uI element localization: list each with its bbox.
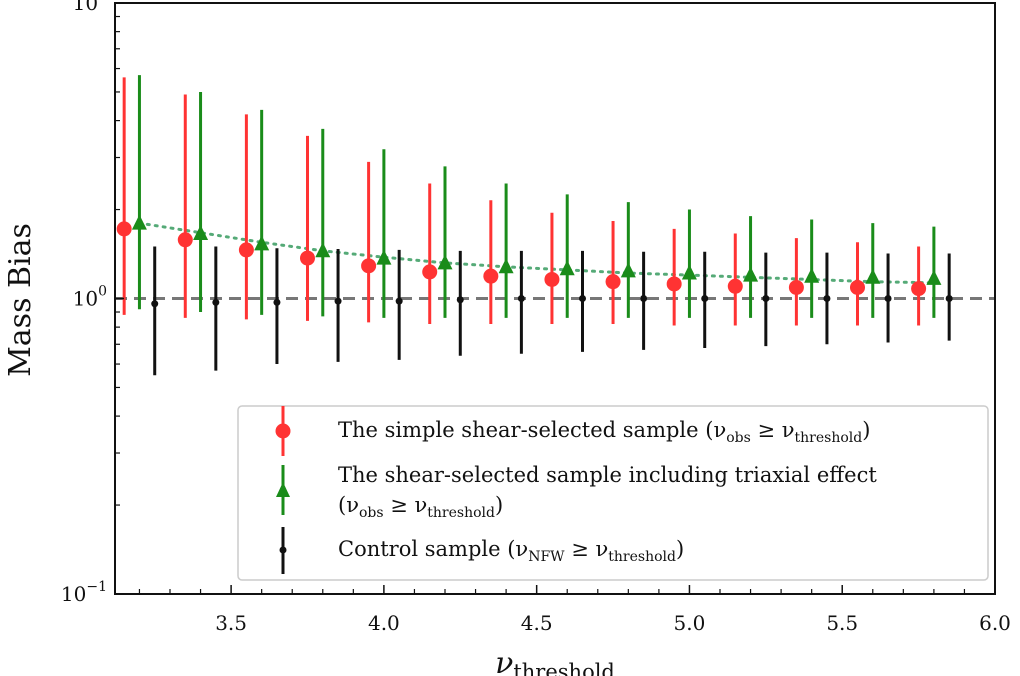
point-simple <box>116 221 132 237</box>
point-triaxial <box>559 260 575 276</box>
point-control <box>456 296 464 304</box>
point-triaxial <box>254 235 270 251</box>
point-simple <box>850 279 865 295</box>
legend-label-triaxial-line2: (νobs ≥ νthreshold) <box>338 493 503 521</box>
legend: The simple shear-selected sample (νobs ≥… <box>237 405 989 581</box>
point-triaxial <box>131 214 147 230</box>
point-triaxial <box>315 242 331 258</box>
point-simple <box>911 281 927 297</box>
fit-curve <box>137 221 936 285</box>
point-simple <box>300 250 315 266</box>
legend-marker-simple <box>275 423 291 439</box>
y-axis-label: Mass Bias <box>3 223 38 377</box>
legend-marker-control <box>279 546 287 554</box>
point-simple <box>361 258 377 274</box>
x-tick-label: 4.5 <box>521 611 553 635</box>
point-simple <box>666 276 682 292</box>
x-tick-label: 6.0 <box>979 611 1011 635</box>
point-control <box>334 297 342 305</box>
axis-ticks: 3.5 4.0 4.5 5.0 5.5 6.0 101 100 10−1 <box>61 0 1011 635</box>
legend-handle-triaxial <box>276 465 290 515</box>
point-triaxial <box>437 254 453 270</box>
point-triaxial <box>743 266 759 282</box>
point-simple <box>422 264 438 280</box>
legend-handle-simple <box>275 406 291 456</box>
point-simple <box>238 242 254 258</box>
point-simple <box>177 232 193 248</box>
point-simple <box>483 268 499 284</box>
point-simple <box>727 278 743 294</box>
point-simple <box>605 274 621 290</box>
point-triaxial <box>620 262 636 278</box>
x-tick-label: 5.5 <box>826 611 858 635</box>
x-tick-label: 3.5 <box>215 611 247 635</box>
legend-label-triaxial-line1: The shear-selected sample including tria… <box>338 463 877 487</box>
point-control <box>151 300 159 308</box>
point-control <box>395 297 403 305</box>
point-simple <box>788 279 804 295</box>
legend-box <box>237 405 989 581</box>
point-control <box>701 295 709 302</box>
point-triaxial <box>865 268 881 284</box>
point-control <box>212 298 220 306</box>
point-triaxial <box>193 225 209 240</box>
point-triaxial <box>681 264 697 280</box>
point-control <box>579 295 586 302</box>
point-triaxial <box>376 249 392 265</box>
x-axis-label: νthreshold <box>495 646 615 676</box>
point-control <box>517 295 525 302</box>
y-tick-label: 10−1 <box>61 579 107 606</box>
legend-handle-control <box>279 527 287 574</box>
point-control <box>273 298 281 306</box>
x-tick-label: 4.0 <box>368 611 400 635</box>
point-control <box>823 295 831 302</box>
legend-label-simple: The simple shear-selected sample (νobs ≥… <box>338 418 870 446</box>
point-control <box>640 295 648 302</box>
y-tick-label: 101 <box>73 0 107 15</box>
point-triaxial <box>804 267 820 283</box>
point-control <box>762 295 770 302</box>
legend-label-control: Control sample (νNFW ≥ νthreshold) <box>338 537 684 565</box>
legend-marker-triaxial <box>276 482 290 497</box>
point-control <box>884 295 892 302</box>
data-layer <box>115 75 995 376</box>
point-simple <box>544 271 560 287</box>
point-triaxial <box>926 269 942 285</box>
y-tick-label: 100 <box>73 284 107 311</box>
point-control <box>945 295 953 302</box>
x-tick-label: 5.0 <box>674 611 706 635</box>
point-triaxial <box>498 258 514 274</box>
